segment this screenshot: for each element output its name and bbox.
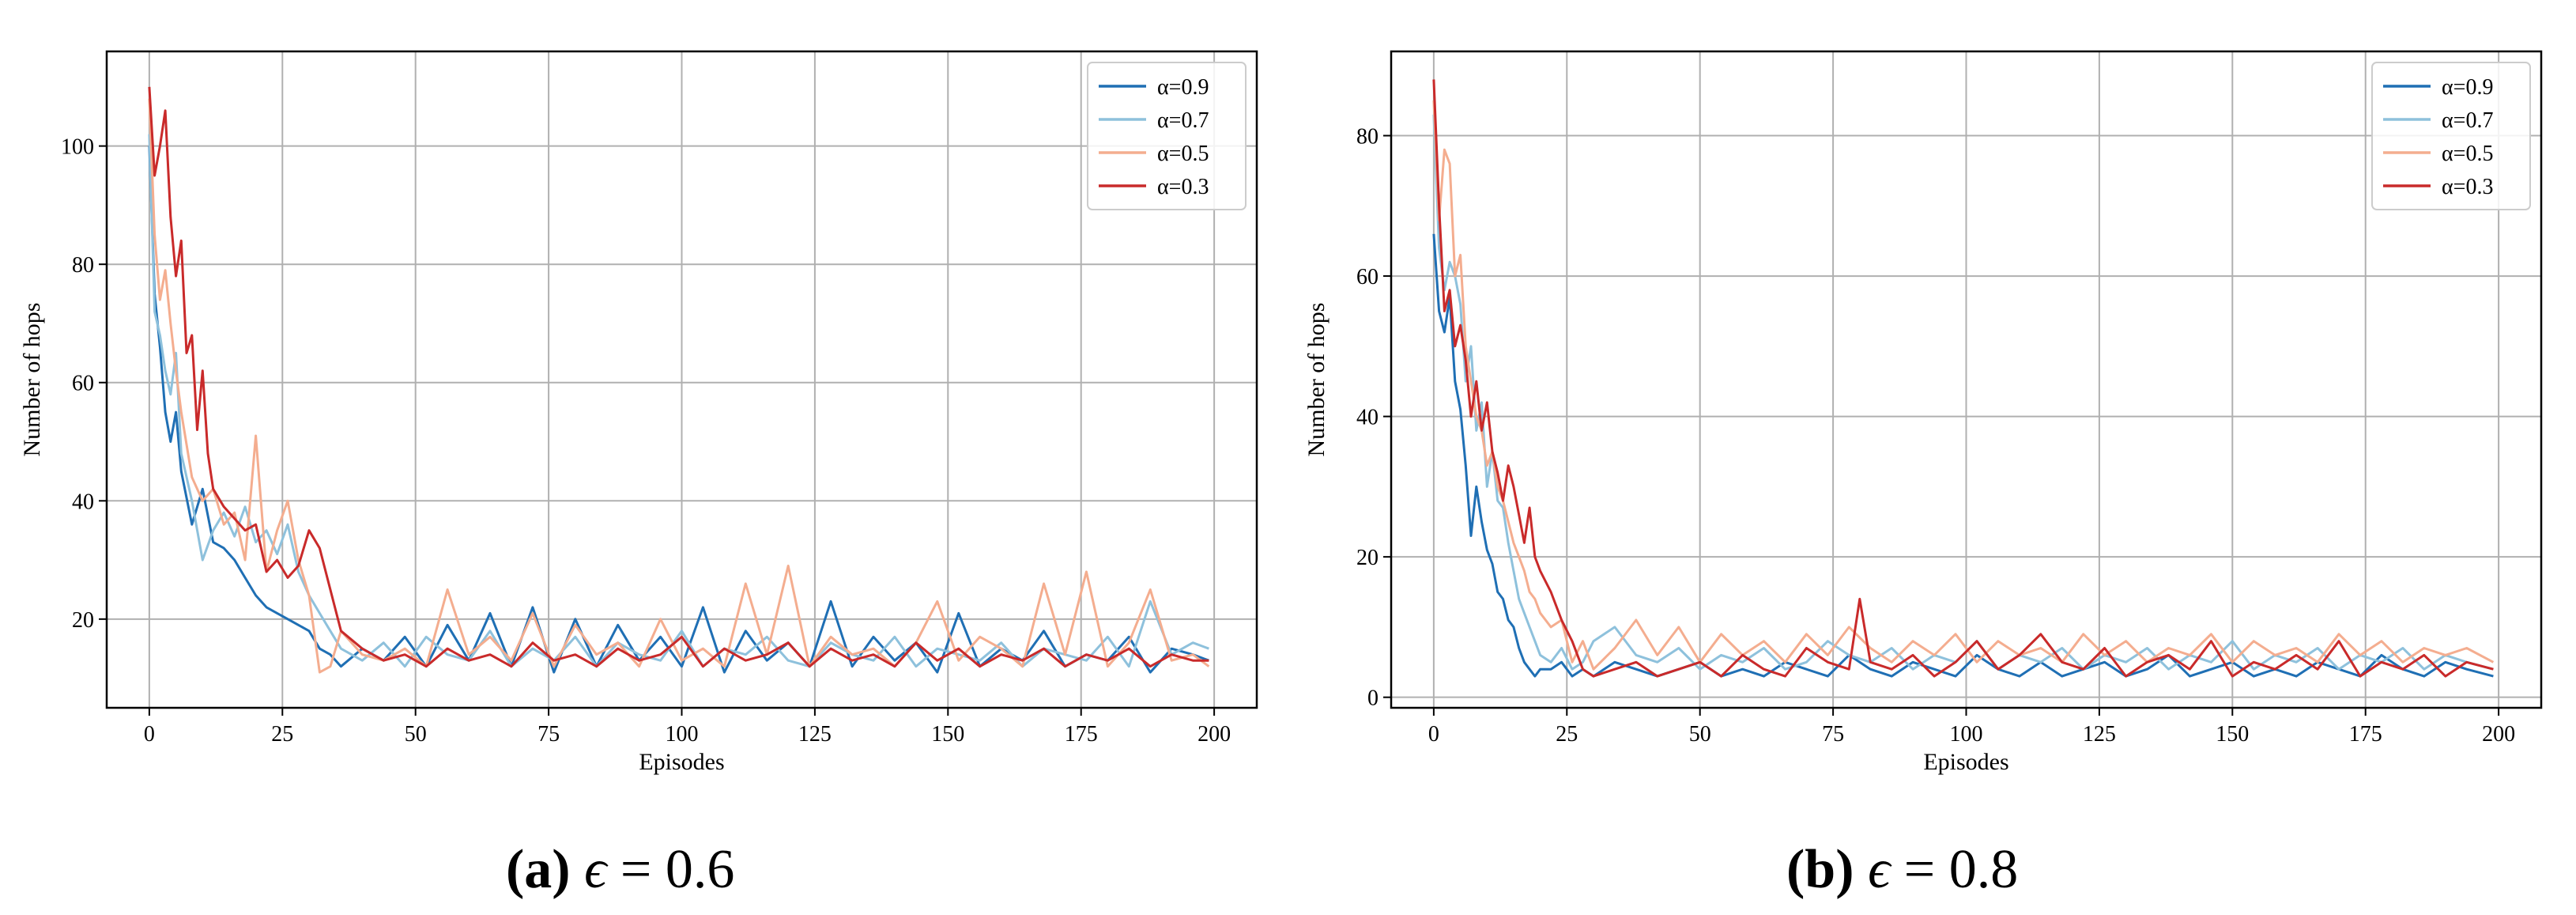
x-tick-label-4: 100 — [666, 722, 699, 747]
caption-a: (a) ϵ = 0.6 — [506, 838, 734, 902]
caption-b-value: 0.8 — [1948, 839, 2019, 900]
legend-box — [1087, 62, 1247, 210]
legend-entry-3: α=0.3 — [2442, 175, 2493, 199]
x-axis-label: Episodes — [639, 749, 724, 775]
series-line-1-0 — [1432, 233, 2494, 678]
caption-a-symbol: ϵ — [584, 839, 607, 900]
x-tick-label-7: 175 — [2349, 722, 2382, 747]
chart-panel-1: 0 25 50 75 100 125 150 175 200 0 20 40 60 80 Episodes N… — [1303, 50, 2543, 775]
y-axis-label: Number of hops — [1303, 303, 1329, 457]
y-axis-label: Number of hops — [19, 303, 45, 457]
x-tick-label-2: 50 — [405, 722, 427, 747]
x-tick-label-0: 0 — [1428, 722, 1439, 747]
x-tick-label-7: 175 — [1065, 722, 1098, 747]
caption-b-symbol: ϵ — [1868, 839, 1891, 900]
x-tick-label-5: 125 — [798, 722, 832, 747]
y-tick-label-1: 40 — [72, 490, 94, 514]
y-tick-label-2: 60 — [72, 372, 94, 396]
legend-0: α=0.9 α=0.7 α=0.5 α=0.3 — [1087, 62, 1247, 210]
series-line-0-3 — [148, 86, 1209, 668]
x-tick-label-3: 75 — [1822, 722, 1844, 747]
y-tick-label-0: 0 — [1367, 686, 1379, 711]
legend-box — [2371, 62, 2531, 210]
series-line-0-0 — [148, 146, 1209, 674]
caption-a-label: (a) — [506, 839, 571, 900]
y-tick-label-3: 60 — [1356, 265, 1379, 289]
legend-entry-1: α=0.7 — [2442, 108, 2493, 133]
x-tick-label-1: 25 — [1556, 722, 1578, 747]
y-tick-label-1: 20 — [1356, 546, 1379, 570]
x-tick-label-2: 50 — [1689, 722, 1711, 747]
series-line-1-2 — [1432, 100, 2495, 671]
legend-entry-2: α=0.5 — [2442, 142, 2493, 166]
legend-entry-0: α=0.9 — [2442, 75, 2493, 100]
series-line-0-1 — [148, 134, 1209, 668]
legend-entry-2: α=0.5 — [1157, 142, 1209, 166]
y-tick-label-0: 20 — [72, 608, 94, 633]
caption-a-value: 0.6 — [665, 839, 735, 900]
x-tick-label-8: 200 — [2482, 722, 2515, 747]
chart-panel-0: 0 25 50 75 100 125 150 175 20020406080100Episode… — [19, 50, 1258, 775]
x-tick-label-1: 25 — [271, 722, 293, 747]
caption-b-label: (b) — [1786, 839, 1854, 900]
legend-1: α=0.9 α=0.7 α=0.5 α=0.3 — [2371, 62, 2531, 210]
x-axis-label: Episodes — [1923, 749, 2008, 775]
caption-a-equals: = — [620, 839, 652, 900]
series-line-0-2 — [148, 98, 1210, 674]
x-tick-label-0: 0 — [144, 722, 155, 747]
caption-b: (b) ϵ = 0.8 — [1786, 838, 2018, 902]
legend-entry-1: α=0.7 — [1157, 108, 1209, 133]
legend-entry-0: α=0.9 — [1157, 75, 1209, 100]
y-tick-label-2: 40 — [1356, 406, 1379, 430]
x-tick-label-5: 125 — [2083, 722, 2116, 747]
x-tick-label-8: 200 — [1197, 722, 1231, 747]
series-line-1-1 — [1432, 114, 2494, 671]
y-tick-label-3: 80 — [72, 253, 94, 278]
x-tick-label-6: 150 — [2216, 722, 2249, 747]
x-tick-label-3: 75 — [537, 722, 560, 747]
y-tick-label-4: 100 — [61, 135, 94, 160]
caption-b-equals: = — [1903, 839, 1936, 900]
x-tick-label-4: 100 — [1950, 722, 1983, 747]
x-tick-label-6: 150 — [931, 722, 964, 747]
legend-entry-3: α=0.3 — [1157, 175, 1209, 199]
series-line-1-3 — [1432, 79, 2494, 678]
y-tick-label-4: 80 — [1356, 125, 1379, 149]
